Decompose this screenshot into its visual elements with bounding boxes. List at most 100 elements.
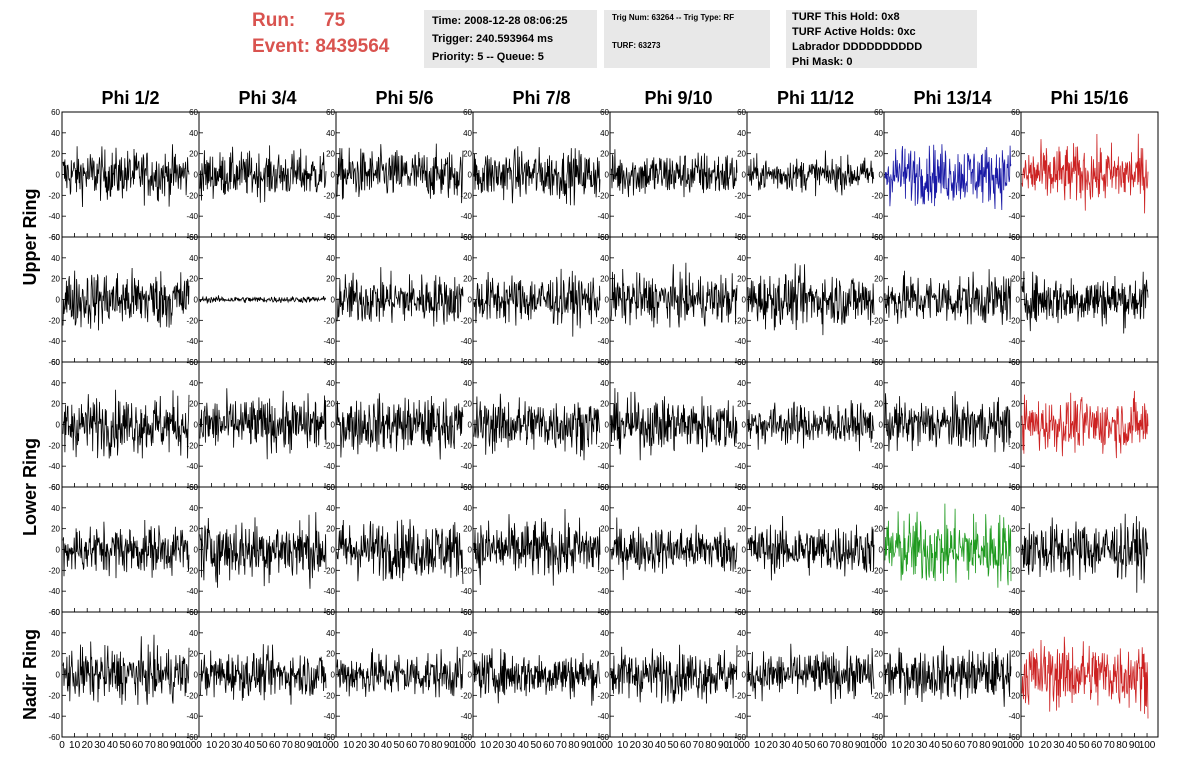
y-tick-label: 0 <box>605 671 610 680</box>
y-tick-label: 20 <box>600 150 609 159</box>
x-tick-label: 30 <box>916 740 928 751</box>
y-tick-label: 20 <box>737 525 746 534</box>
waveform-trace <box>473 268 601 337</box>
y-tick-label: -20 <box>1008 566 1020 575</box>
y-tick-label: 60 <box>326 608 335 617</box>
y-tick-label: 60 <box>1011 608 1020 617</box>
y-tick-label: 20 <box>737 275 746 284</box>
x-tick-label: 0 <box>744 740 750 751</box>
x-tick-label: 90 <box>855 740 867 751</box>
y-tick-label: -40 <box>597 337 609 346</box>
y-tick-label: 20 <box>1011 150 1020 159</box>
y-tick-label: -40 <box>734 587 746 596</box>
waveform-trace <box>199 145 327 203</box>
y-tick-label: 60 <box>463 233 472 242</box>
x-tick-label: 70 <box>145 740 157 751</box>
y-tick-label: 20 <box>874 150 883 159</box>
y-tick-label: 0 <box>56 171 61 180</box>
y-tick-label: -20 <box>734 191 746 200</box>
waveform-trace <box>336 267 464 327</box>
y-tick-label: 60 <box>600 608 609 617</box>
y-tick-label: 40 <box>1011 254 1020 263</box>
x-tick-label: 100 <box>728 740 745 751</box>
turf-status-box: TURF This Hold: 0x8 TURF Active Holds: 0… <box>786 10 977 68</box>
y-tick-label: -60 <box>48 358 60 367</box>
y-tick-label: 60 <box>51 483 60 492</box>
turf-this-hold-text: TURF This Hold: 0x8 <box>792 11 900 23</box>
y-tick-label: -40 <box>48 712 60 721</box>
y-tick-label: -40 <box>597 462 609 471</box>
y-tick-label: 40 <box>874 504 883 513</box>
y-tick-label: 0 <box>468 421 473 430</box>
y-tick-label: 60 <box>600 108 609 117</box>
y-tick-label: 0 <box>742 296 747 305</box>
x-tick-label: 80 <box>157 740 169 751</box>
y-tick-label: 0 <box>331 171 336 180</box>
x-tick-label: 80 <box>842 740 854 751</box>
y-tick-label: 40 <box>1011 129 1020 138</box>
y-tick-label: 40 <box>600 629 609 638</box>
y-tick-label: 60 <box>737 358 746 367</box>
y-tick-label: 0 <box>194 671 199 680</box>
x-tick-label: 50 <box>119 740 131 751</box>
y-tick-label: 60 <box>1011 108 1020 117</box>
y-tick-label: 0 <box>331 546 336 555</box>
y-tick-label: 60 <box>463 608 472 617</box>
y-tick-label: -40 <box>48 462 60 471</box>
waveform-trace <box>199 388 327 460</box>
x-tick-label: 30 <box>368 740 380 751</box>
y-tick-label: 40 <box>326 629 335 638</box>
x-tick-label: 100 <box>591 740 608 751</box>
y-tick-label: -40 <box>186 712 198 721</box>
y-tick-label: 40 <box>463 379 472 388</box>
y-tick-label: -60 <box>323 733 335 742</box>
turf-active-holds-text: TURF Active Holds: 0xc <box>792 26 916 38</box>
y-tick-label: -20 <box>597 316 609 325</box>
y-tick-label: 20 <box>874 650 883 659</box>
y-tick-label: -20 <box>597 191 609 200</box>
y-tick-label: -40 <box>1008 337 1020 346</box>
x-tick-label: 30 <box>505 740 517 751</box>
x-tick-label: 10 <box>754 740 766 751</box>
y-tick-label: 40 <box>326 504 335 513</box>
x-tick-label: 70 <box>967 740 979 751</box>
y-tick-label: 40 <box>737 629 746 638</box>
time-trigger-box: Time: 2008-12-28 08:06:25 Trigger: 240.5… <box>424 10 597 68</box>
row-group-label: Lower Ring <box>20 438 40 536</box>
y-tick-label: 40 <box>189 379 198 388</box>
column-header: Phi 3/4 <box>238 88 296 108</box>
y-tick-label: -40 <box>871 462 883 471</box>
x-tick-label: 100 <box>865 740 882 751</box>
y-tick-label: 40 <box>326 129 335 138</box>
y-tick-label: 60 <box>600 358 609 367</box>
y-tick-label: -20 <box>734 691 746 700</box>
y-tick-label: -40 <box>597 587 609 596</box>
y-tick-label: 0 <box>56 421 61 430</box>
x-tick-label: 20 <box>493 740 505 751</box>
y-tick-label: -60 <box>460 733 472 742</box>
x-tick-label: 20 <box>767 740 779 751</box>
y-tick-label: 20 <box>463 650 472 659</box>
y-tick-label: -20 <box>48 691 60 700</box>
x-tick-label: 50 <box>804 740 816 751</box>
event-label: Event: <box>252 36 311 57</box>
y-tick-label: 0 <box>56 546 61 555</box>
y-tick-label: 40 <box>189 129 198 138</box>
x-tick-label: 100 <box>317 740 334 751</box>
y-tick-label: 0 <box>56 671 61 680</box>
x-tick-label: 10 <box>617 740 629 751</box>
x-tick-label: 80 <box>568 740 580 751</box>
y-tick-label: 60 <box>600 233 609 242</box>
y-tick-label: 40 <box>600 129 609 138</box>
